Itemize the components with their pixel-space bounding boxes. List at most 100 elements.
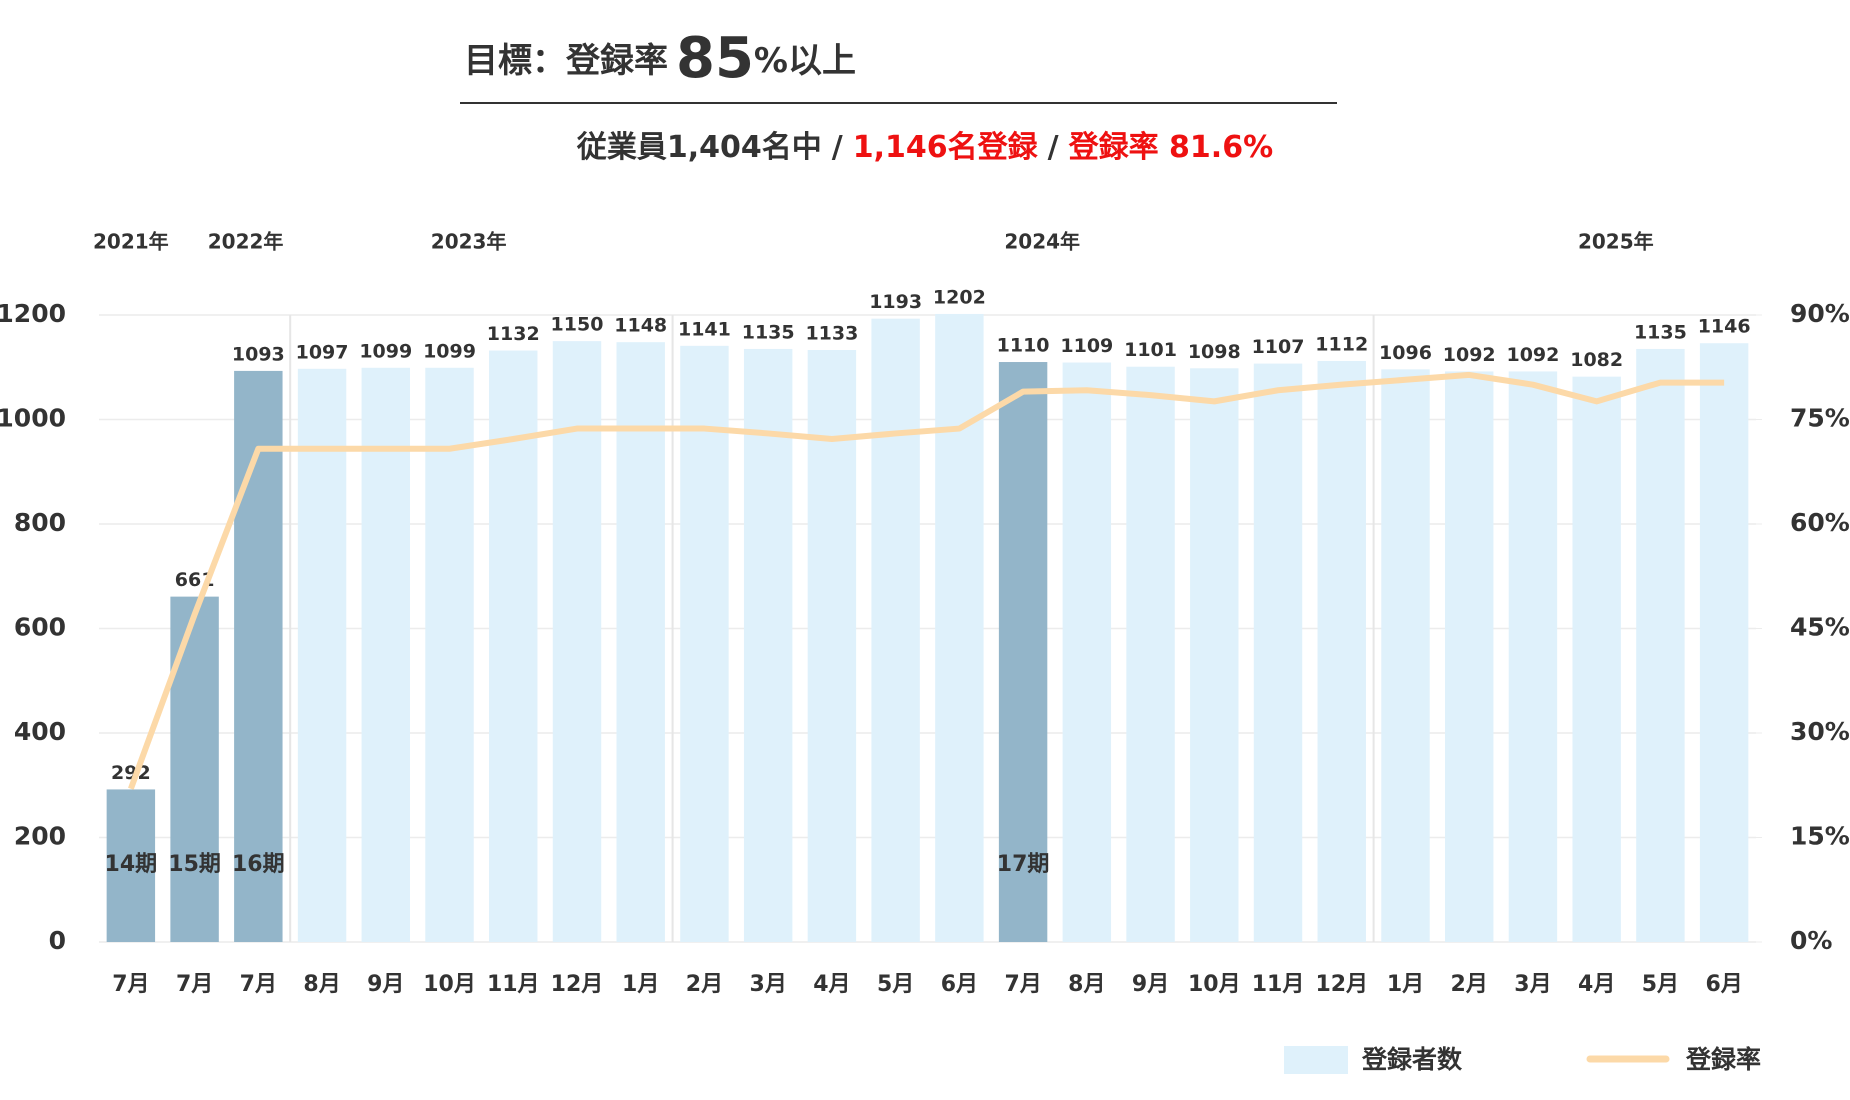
bar — [1444, 371, 1494, 942]
value-label: 1135 — [742, 321, 795, 343]
period-label: 14期 — [105, 852, 158, 877]
value-label: 1133 — [805, 323, 858, 345]
x-tick-label: 4月 — [813, 972, 850, 997]
value-label: 1146 — [1698, 316, 1751, 338]
period-label: 16期 — [232, 852, 285, 877]
bar — [743, 348, 793, 942]
value-label: 1096 — [1379, 342, 1432, 364]
year-label: 2022年 — [208, 230, 284, 254]
value-label: 1150 — [551, 314, 604, 336]
bar — [680, 345, 729, 942]
x-tick-label: 8月 — [303, 972, 340, 997]
value-label: 1148 — [614, 315, 667, 337]
bar — [998, 362, 1048, 942]
period-label: 15期 — [168, 852, 221, 877]
x-tick-label: 11月 — [487, 972, 540, 997]
bar — [425, 367, 474, 943]
subtitle-part: 従業員1,404名中 — [576, 130, 822, 165]
y-tick-label: 800 — [14, 508, 66, 537]
bar — [1190, 368, 1239, 942]
subtitle-part: / — [832, 130, 843, 165]
y-tick-label: 0 — [49, 926, 66, 955]
x-tick-label: 12月 — [1315, 972, 1368, 997]
period-label: 17期 — [997, 852, 1050, 877]
x-tick-label: 9月 — [1132, 972, 1169, 997]
x-tick-label: 1月 — [622, 972, 659, 997]
value-label: 1099 — [359, 340, 412, 362]
bar — [489, 350, 538, 942]
value-label: 1202 — [933, 286, 986, 308]
value-label: 1193 — [869, 291, 922, 313]
x-tick-label: 2月 — [686, 972, 723, 997]
bar — [1253, 363, 1303, 942]
subtitle-part: 登録率 81.6% — [1068, 130, 1274, 165]
legend-label: 登録者数 — [1361, 1045, 1463, 1074]
x-tick-label: 7月 — [112, 972, 149, 997]
bar — [1636, 348, 1685, 942]
x-tick-label: 3月 — [1514, 972, 1551, 997]
value-label: 1110 — [997, 335, 1050, 357]
x-tick-label: 10月 — [423, 972, 476, 997]
value-label: 1109 — [1060, 335, 1113, 357]
bar — [297, 368, 347, 942]
value-label: 1101 — [1124, 339, 1177, 361]
x-tick-label: 10月 — [1188, 972, 1241, 997]
bar — [871, 318, 920, 943]
bar — [106, 789, 156, 942]
x-tick-label: 11月 — [1252, 972, 1305, 997]
x-tick-label: 4月 — [1578, 972, 1615, 997]
year-label: 2024年 — [1004, 230, 1080, 254]
title-prefix: 目標：登録率 — [464, 41, 668, 81]
value-label: 1107 — [1252, 336, 1305, 358]
x-tick-label: 9月 — [367, 972, 404, 997]
value-label: 1098 — [1188, 341, 1241, 363]
value-label: 1135 — [1634, 321, 1687, 343]
y-tick-label: 400 — [14, 717, 66, 746]
y2-tick-label: 45% — [1790, 613, 1850, 642]
bar — [1381, 369, 1430, 943]
bar — [1572, 376, 1621, 942]
value-label: 1092 — [1443, 344, 1496, 366]
bar — [1062, 362, 1112, 942]
y2-tick-label: 75% — [1790, 404, 1850, 433]
x-tick-label: 7月 — [176, 972, 213, 997]
bar — [616, 342, 665, 942]
x-tick-label: 7月 — [240, 972, 277, 997]
bar — [1699, 343, 1749, 943]
title-suffix: %以上 — [754, 41, 856, 81]
value-label: 1132 — [487, 323, 540, 345]
rate-line — [128, 371, 1725, 790]
legend-swatch — [1284, 1046, 1348, 1074]
value-label: 1112 — [1315, 333, 1368, 355]
subtitle: 従業員1,404名中 / 1,146名登録 / 登録率 81.6% — [576, 130, 1273, 165]
value-label: 1099 — [423, 340, 476, 362]
y2-tick-label: 90% — [1790, 299, 1850, 328]
chart-title: 目標：登録率 85%以上 — [464, 26, 856, 91]
value-label: 1092 — [1506, 344, 1559, 366]
x-tick-label: 2月 — [1451, 972, 1488, 997]
bar — [170, 596, 219, 942]
y2-tick-label: 60% — [1790, 508, 1850, 537]
year-label: 2023年 — [431, 230, 507, 254]
x-tick-label: 1月 — [1387, 972, 1424, 997]
x-tick-label: 12月 — [551, 972, 604, 997]
year-label: 2025年 — [1578, 230, 1654, 254]
bar — [1508, 371, 1558, 942]
y-tick-label: 1000 — [0, 404, 66, 433]
bar — [1126, 366, 1175, 942]
title-highlight: 85 — [676, 26, 754, 91]
bar — [361, 367, 411, 943]
value-label: 1093 — [232, 343, 285, 365]
bar — [1317, 360, 1366, 943]
bar — [552, 341, 602, 942]
value-label: 1141 — [678, 318, 731, 340]
x-tick-label: 5月 — [877, 972, 914, 997]
x-tick-label: 8月 — [1068, 972, 1105, 997]
subtitle-part: 1,146名登録 — [853, 130, 1039, 165]
y-tick-label: 1200 — [0, 299, 66, 328]
year-label: 2021年 — [93, 230, 169, 254]
bar — [807, 350, 857, 942]
bar — [935, 313, 984, 943]
x-tick-label: 5月 — [1642, 972, 1679, 997]
